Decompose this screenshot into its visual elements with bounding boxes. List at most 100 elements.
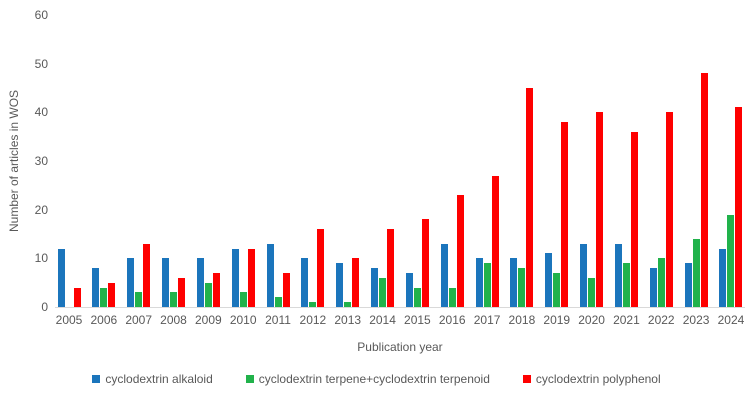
bar-cyclodextrin-alkaloid-2013: [336, 263, 344, 307]
bar-cyclodextrin-alkaloid-2009: [196, 258, 204, 307]
bar-cyclodextrin-polyphenol-2024: [735, 107, 743, 307]
bar-cyclodextrin-polyphenol-2016: [456, 195, 464, 307]
x-tick-label: 2018: [508, 313, 536, 327]
x-tick-label: 2020: [578, 313, 605, 327]
bar-group-2016: [440, 15, 464, 307]
bar-cyclodextrin-polyphenol-2017: [491, 176, 499, 307]
bar-cyclodextrin-alkaloid-2008: [162, 258, 170, 307]
bar-group-2005: [57, 15, 81, 307]
x-tick-label: 2007: [125, 313, 153, 327]
bar-group-2020: [580, 15, 604, 307]
bar-cyclodextrin-alkaloid-2022: [649, 268, 657, 307]
bar-group-2015: [405, 15, 429, 307]
bar-cyclodextrin-alkaloid-2011: [266, 244, 274, 307]
bar-cyclodextrin-alkaloid-2005: [57, 249, 65, 307]
legend-swatch-icon: [245, 375, 254, 383]
bar-cyclodextrin-alkaloid-2019: [545, 253, 553, 307]
bar-cyclodextrin-terpene-cyclodextrin-terpenoid-2022: [657, 258, 665, 307]
bar-cyclodextrin-alkaloid-2014: [371, 268, 379, 307]
bar-cyclodextrin-alkaloid-2007: [127, 258, 135, 307]
bar-group-2024: [719, 15, 743, 307]
bar-cyclodextrin-polyphenol-2006: [108, 283, 116, 307]
bar-group-2006: [92, 15, 116, 307]
bar-cyclodextrin-alkaloid-2017: [475, 258, 483, 307]
x-tick-label: 2023: [682, 313, 710, 327]
bar-cyclodextrin-polyphenol-2021: [630, 132, 638, 307]
bar-cyclodextrin-polyphenol-2011: [282, 273, 290, 307]
x-tick-label: 2010: [229, 313, 257, 327]
x-tick-label: 2022: [647, 313, 675, 327]
y-tick-label: 0: [41, 300, 48, 314]
x-tick-label: 2008: [160, 313, 187, 327]
x-tick-label: 2005: [55, 313, 83, 327]
bar-cyclodextrin-terpene-cyclodextrin-terpenoid-2024: [727, 215, 735, 307]
bar-cyclodextrin-polyphenol-2015: [421, 219, 429, 307]
legend-label: cyclodextrin terpene+cyclodextrin terpen…: [258, 372, 490, 386]
legend-item: cyclodextrin terpene+cyclodextrin terpen…: [245, 372, 490, 386]
bar-cyclodextrin-alkaloid-2021: [614, 244, 622, 307]
bar-cyclodextrin-terpene-cyclodextrin-terpenoid-2011: [274, 297, 282, 307]
legend-swatch-icon: [92, 375, 101, 383]
legend-label: cyclodextrin alkaloid: [105, 372, 213, 386]
bar-group-2018: [510, 15, 534, 307]
bar-group-2017: [475, 15, 499, 307]
x-tick-label: 2011: [265, 313, 291, 327]
bar-cyclodextrin-terpene-cyclodextrin-terpenoid-2015: [413, 288, 421, 307]
plot-area: [55, 15, 745, 308]
x-tick-label: 2021: [613, 313, 640, 327]
bar-cyclodextrin-terpene-cyclodextrin-terpenoid-2016: [448, 288, 456, 307]
x-axis-title: Publication year: [357, 340, 443, 354]
bar-group-2009: [196, 15, 220, 307]
legend: cyclodextrin alkaloid cyclodextrin terpen…: [0, 372, 753, 386]
y-tick-label: 40: [34, 105, 48, 120]
y-tick-label: 60: [34, 8, 48, 22]
y-tick-label: 10: [34, 251, 48, 266]
bar-group-2019: [545, 15, 569, 307]
bar-cyclodextrin-terpene-cyclodextrin-terpenoid-2017: [483, 263, 491, 307]
bar-cyclodextrin-alkaloid-2012: [301, 258, 309, 307]
bar-cyclodextrin-polyphenol-2014: [387, 229, 395, 307]
bar-cyclodextrin-terpene-cyclodextrin-terpenoid-2009: [204, 283, 212, 307]
bar-cyclodextrin-terpene-cyclodextrin-terpenoid-2010: [239, 292, 247, 307]
bar-cyclodextrin-terpene-cyclodextrin-terpenoid-2007: [135, 292, 143, 307]
x-tick-label: 2017: [473, 313, 501, 327]
bar-cyclodextrin-terpene-cyclodextrin-terpenoid-2006: [100, 288, 108, 307]
bar-cyclodextrin-alkaloid-2023: [684, 263, 692, 307]
bar-cyclodextrin-polyphenol-2019: [561, 122, 569, 307]
bar-cyclodextrin-alkaloid-2006: [92, 268, 100, 307]
bar-cyclodextrin-polyphenol-2005: [73, 288, 81, 307]
y-tick-label: 20: [34, 202, 48, 217]
x-tick-label: 2016: [438, 313, 466, 327]
bar-cyclodextrin-alkaloid-2018: [510, 258, 518, 307]
bar-group-2023: [684, 15, 708, 307]
x-tick-label: 2019: [543, 313, 571, 327]
y-tick-label: 30: [34, 154, 48, 168]
bar-cyclodextrin-polyphenol-2007: [143, 244, 151, 307]
legend-item: cyclodextrin polyphenol: [522, 372, 661, 386]
x-tick-label: 2013: [334, 313, 362, 327]
bar-cyclodextrin-alkaloid-2016: [440, 244, 448, 307]
x-tick-label: 2006: [90, 313, 118, 327]
bar-cyclodextrin-polyphenol-2012: [317, 229, 325, 307]
bar-cyclodextrin-terpene-cyclodextrin-terpenoid-2012: [309, 302, 317, 307]
legend-label: cyclodextrin polyphenol: [535, 372, 661, 386]
bar-cyclodextrin-alkaloid-2020: [580, 244, 588, 307]
bar-cyclodextrin-polyphenol-2008: [178, 278, 186, 307]
bar-cyclodextrin-polyphenol-2010: [247, 249, 255, 307]
x-tick-label: 2009: [195, 313, 222, 327]
bar-group-2008: [162, 15, 186, 307]
bar-cyclodextrin-polyphenol-2022: [665, 112, 673, 307]
bar-cyclodextrin-terpene-cyclodextrin-terpenoid-2020: [588, 278, 596, 307]
legend-swatch-icon: [522, 375, 531, 383]
bar-cyclodextrin-terpene-cyclodextrin-terpenoid-2014: [379, 278, 387, 307]
x-tick-label: 2012: [299, 313, 327, 327]
bar-cyclodextrin-polyphenol-2013: [352, 258, 360, 307]
legend-item: cyclodextrin alkaloid: [92, 372, 213, 386]
bar-group-2012: [301, 15, 325, 307]
bar-cyclodextrin-alkaloid-2024: [719, 249, 727, 307]
x-tick-label: 2015: [404, 313, 431, 327]
bar-group-2022: [649, 15, 673, 307]
bar-group-2007: [127, 15, 151, 307]
bar-cyclodextrin-polyphenol-2020: [596, 112, 604, 307]
